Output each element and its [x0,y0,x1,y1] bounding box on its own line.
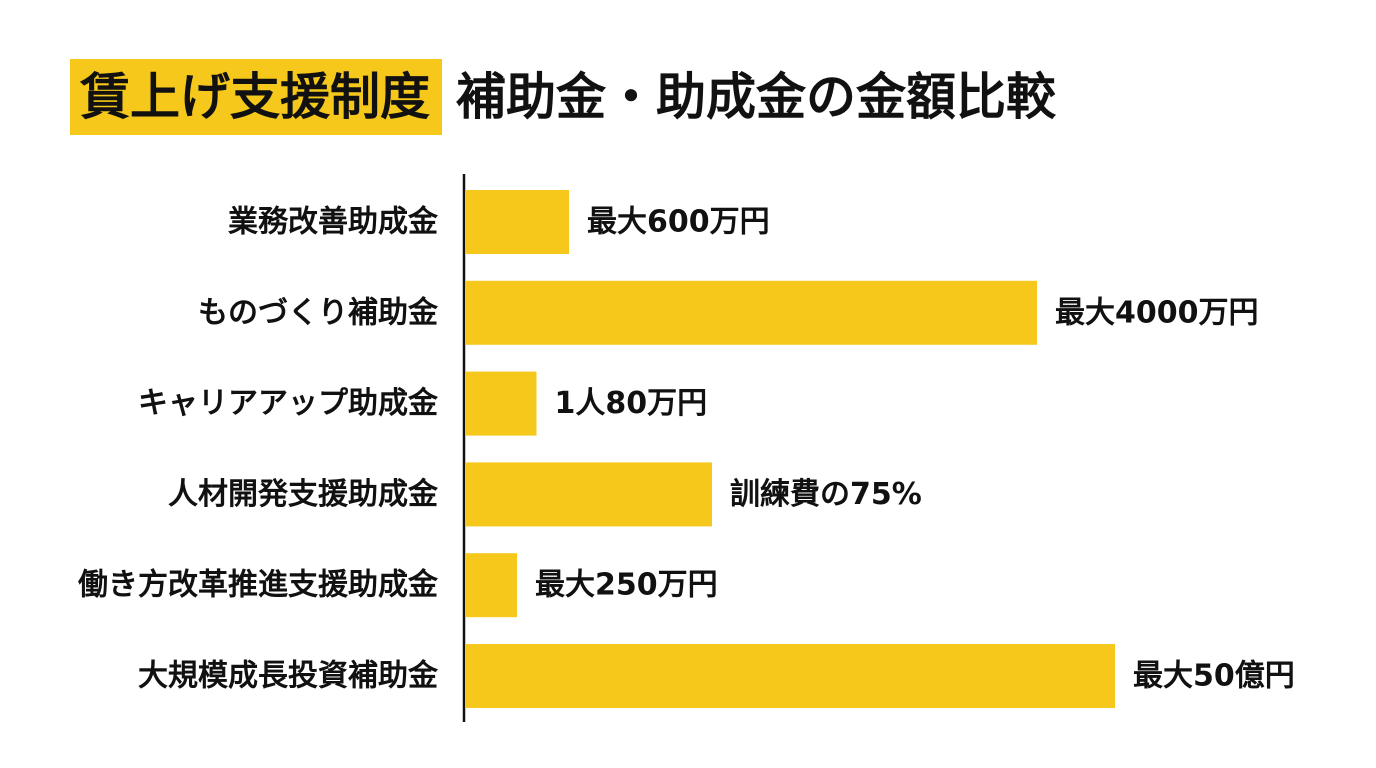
bar [465,190,569,254]
data-label: 1人80万円 [555,386,708,421]
bar [465,371,537,436]
data-label: 訓練費の75% [730,477,922,512]
bar [465,280,1037,345]
bar [465,644,1115,708]
chart-title: 賃上げ支援制度 補助金・助成金の金額比較 [70,54,1056,140]
category-label: 大規模成長投資補助金 [138,659,439,694]
category-label: 働き方改革推進支援助成金 [77,568,439,603]
title-highlight: 賃上げ支援制度 [70,59,442,135]
data-label: 最大50億円 [1133,659,1295,694]
data-label: 最大4000万円 [1055,295,1259,330]
category-label: 業務改善助成金 [228,205,439,240]
bar [465,462,712,527]
category-label: キャリアアップ助成金 [138,386,439,421]
category-label: 人材開発支援助成金 [168,477,439,512]
data-label: 最大600万円 [587,205,770,240]
data-label: 最大250万円 [535,568,718,603]
bar [465,553,517,618]
category-label: ものづくり補助金 [198,295,439,330]
title-rest: 補助金・助成金の金額比較 [456,68,1056,126]
